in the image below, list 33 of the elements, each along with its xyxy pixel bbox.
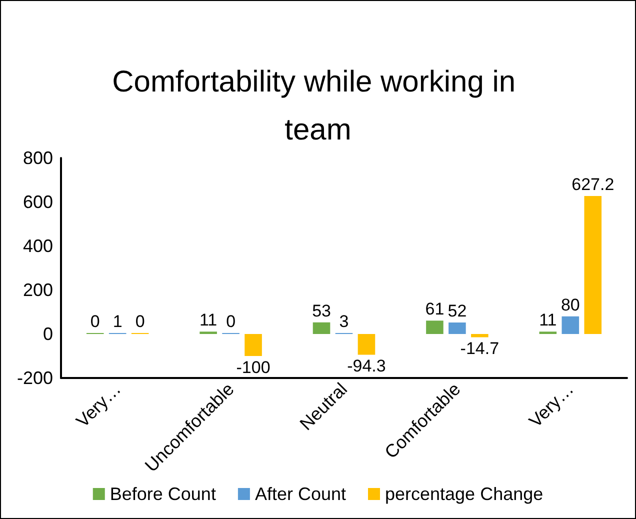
bar — [312, 322, 330, 334]
bar — [244, 334, 262, 356]
bar — [358, 334, 376, 355]
data-label: 0 — [90, 312, 100, 331]
y-tick-label: 400 — [22, 236, 53, 256]
bar — [562, 316, 580, 334]
data-label: -94.3 — [347, 356, 386, 376]
y-tick-label: 600 — [22, 192, 53, 212]
data-label: 53 — [312, 301, 331, 320]
y-tick-label: -200 — [16, 368, 53, 388]
data-label: 52 — [448, 302, 467, 321]
y-tick-label: 0 — [42, 324, 53, 344]
data-label: -14.7 — [460, 339, 500, 358]
data-label: 80 — [560, 295, 580, 314]
data-label: 1 — [112, 312, 122, 331]
data-label: 61 — [425, 300, 444, 319]
data-label: -100 — [236, 358, 270, 377]
y-tick-label: 800 — [22, 148, 53, 168]
bar — [584, 196, 602, 334]
legend-label: After Count — [254, 484, 346, 504]
y-tick-label: 200 — [22, 280, 53, 300]
legend-label: percentage Change — [384, 484, 544, 504]
data-label: 3 — [339, 312, 349, 331]
data-label: 627.2 — [572, 175, 614, 194]
bar — [448, 322, 466, 334]
data-label: 0 — [135, 312, 145, 331]
legend-label: Before Count — [110, 484, 216, 504]
bar — [471, 334, 488, 338]
data-label: 11 — [539, 310, 557, 330]
chart-title: Comfortability while working in team — [112, 66, 524, 146]
data-label: 11 — [199, 310, 218, 330]
data-label: 0 — [226, 312, 236, 331]
bar — [426, 320, 444, 334]
